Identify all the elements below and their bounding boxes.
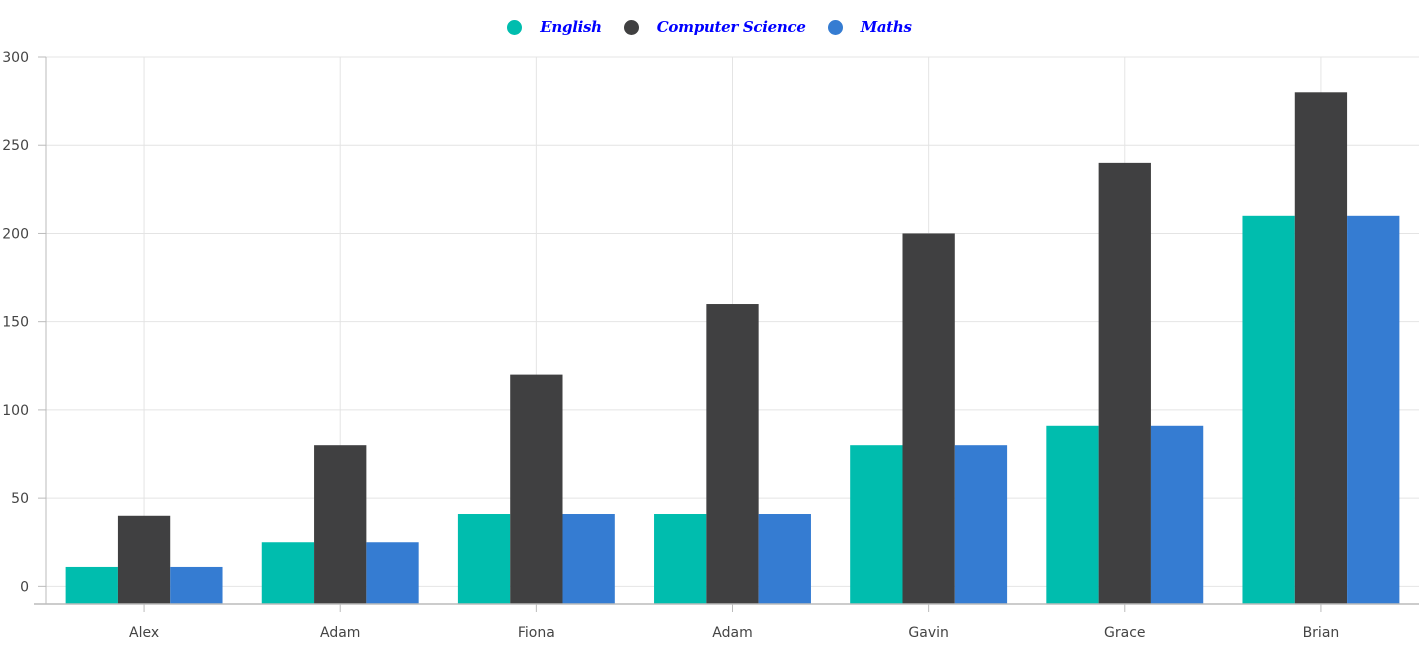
bar-maths-alex <box>170 566 223 604</box>
x-tick-label-gavin: Gavin <box>908 625 948 641</box>
x-tick-label-adam: Adam <box>320 625 360 641</box>
bar-maths-brian <box>1347 215 1400 604</box>
bar-computer-science-gavin <box>902 233 955 605</box>
bar-computer-science-grace <box>1098 162 1151 604</box>
bar-english-grace <box>1046 425 1099 604</box>
bar-english-adam <box>654 514 707 604</box>
x-tick-label-brian: Brian <box>1303 625 1340 641</box>
legend-marker-maths <box>827 19 843 35</box>
y-tick-label: 50 <box>11 491 29 507</box>
legend-label-maths: Maths <box>860 18 912 36</box>
legend-item-maths[interactable]: Maths <box>827 18 912 36</box>
bar-computer-science-adam <box>706 304 759 604</box>
legend-item-english[interactable]: English <box>507 18 602 36</box>
bar-maths-grace <box>1150 425 1204 604</box>
x-tick-label-fiona: Fiona <box>518 625 555 641</box>
legend-marker-computer-science <box>623 19 639 35</box>
bar-computer-science-alex <box>117 515 171 604</box>
bar-maths-adam <box>758 514 811 604</box>
bar-maths-fiona <box>562 514 615 604</box>
y-tick-label: 100 <box>2 403 29 419</box>
y-tick-label: 0 <box>20 579 29 595</box>
y-tick-label: 250 <box>2 138 29 154</box>
y-tick-label: 150 <box>2 315 29 331</box>
bar-english-gavin <box>850 445 903 604</box>
bar-computer-science-brian <box>1294 92 1348 605</box>
legend-label-computer-science: Computer Science <box>656 18 806 36</box>
bar-maths-gavin <box>954 445 1008 604</box>
bar-english-brian <box>1242 215 1295 604</box>
legend-marker-english <box>507 19 523 35</box>
bar-computer-science-adam <box>314 445 367 604</box>
bar-english-fiona <box>457 514 511 604</box>
y-tick-label: 200 <box>2 226 29 242</box>
x-tick-label-grace: Grace <box>1104 625 1146 641</box>
legend: English Computer Science Maths <box>0 12 1419 42</box>
y-tick-label: 300 <box>2 50 29 66</box>
bar-computer-science-fiona <box>510 374 563 604</box>
bar-maths-adam <box>366 542 419 604</box>
legend-label-english: English <box>540 18 602 36</box>
legend-item-computer-science[interactable]: Computer Science <box>623 18 806 36</box>
x-tick-label-alex: Alex <box>129 625 159 641</box>
x-tick-label-adam: Adam <box>712 625 752 641</box>
bar-english-alex <box>65 566 118 604</box>
bar-english-adam <box>261 542 315 604</box>
